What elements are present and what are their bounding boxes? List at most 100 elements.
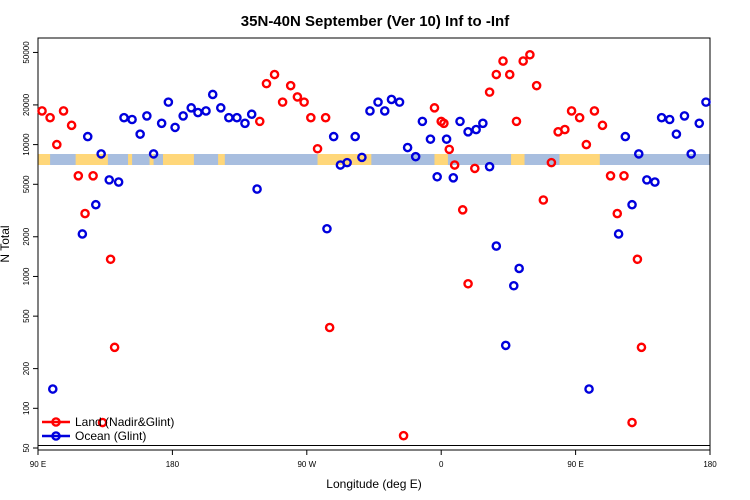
x-tick-label-2: 90 W bbox=[297, 460, 316, 469]
land-point-24 bbox=[429, 103, 440, 113]
land-point-7 bbox=[88, 170, 98, 181]
y-tick-label-7: 10000 bbox=[22, 133, 31, 156]
land-point-21 bbox=[324, 322, 335, 333]
ocean-point-41 bbox=[432, 171, 442, 182]
land-point-37 bbox=[525, 49, 535, 60]
ocean-point-44 bbox=[455, 116, 465, 127]
ocean-point-1 bbox=[77, 229, 88, 239]
land-point-43 bbox=[566, 106, 577, 116]
land-band-0 bbox=[38, 154, 51, 165]
y-tick-label-2: 200 bbox=[22, 361, 31, 375]
land-point-48 bbox=[605, 170, 616, 181]
ocean-point-40 bbox=[425, 134, 436, 144]
land-point-9 bbox=[105, 254, 116, 265]
land-point-35 bbox=[511, 116, 522, 127]
x-tick-label-0: 90 E bbox=[30, 460, 46, 469]
land-point-52 bbox=[632, 254, 643, 265]
ocean-point-56 bbox=[627, 199, 637, 210]
land-point-45 bbox=[581, 139, 592, 150]
ocean-point-49 bbox=[491, 241, 502, 251]
ocean-point-32 bbox=[365, 106, 375, 116]
ocean-point-66 bbox=[701, 97, 711, 107]
chart-title: 35N-40N September (Ver 10) Inf to -Inf bbox=[241, 13, 510, 30]
legend: Land (Nadir&Glint) Ocean (Glint) bbox=[42, 415, 174, 443]
ocean-point-57 bbox=[633, 149, 644, 159]
legend-marker-ocean bbox=[51, 431, 61, 441]
ocean-point-4 bbox=[96, 149, 106, 159]
ocean-point-17 bbox=[193, 107, 203, 118]
land-point-26 bbox=[444, 144, 455, 155]
land-point-31 bbox=[484, 87, 495, 97]
surface-type-strip bbox=[38, 154, 710, 165]
ocean-point-19 bbox=[207, 89, 218, 100]
land-point-30 bbox=[469, 163, 480, 174]
land-point-11 bbox=[254, 116, 265, 127]
land-point-12 bbox=[261, 78, 272, 89]
land-point-44 bbox=[574, 112, 585, 123]
ocean-point-33 bbox=[373, 97, 383, 107]
ocean-point-65 bbox=[694, 118, 705, 129]
ocean-point-26 bbox=[322, 223, 332, 234]
ocean-point-64 bbox=[686, 149, 696, 159]
y-axis-label: N Total bbox=[0, 225, 12, 262]
ocean-point-9 bbox=[135, 129, 145, 139]
land-point-13 bbox=[269, 69, 280, 80]
land-point-22 bbox=[398, 430, 409, 441]
ocean-point-22 bbox=[232, 112, 242, 123]
ocean-point-29 bbox=[342, 157, 352, 168]
ocean-point-13 bbox=[163, 97, 174, 107]
ocean-point-15 bbox=[178, 111, 188, 121]
land-point-40 bbox=[546, 157, 557, 168]
ocean-point-2 bbox=[82, 131, 93, 142]
legend-item-land: Land (Nadir&Glint) bbox=[42, 415, 174, 429]
land-point-39 bbox=[538, 195, 549, 205]
y-axis: 50 100 200 500 1000 2000 5000 10000 20000 50000 bbox=[22, 41, 38, 452]
x-axis-label: Longitude (deg E) bbox=[326, 477, 421, 491]
legend-label-ocean: Ocean (Glint) bbox=[75, 429, 146, 443]
land-point-29 bbox=[463, 278, 473, 289]
y-tick-label-5: 2000 bbox=[22, 227, 31, 245]
land-point-20 bbox=[320, 112, 331, 123]
ocean-point-51 bbox=[508, 280, 519, 291]
ocean-point-14 bbox=[170, 122, 180, 133]
ocean-point-8 bbox=[127, 114, 137, 125]
land-point-27 bbox=[449, 160, 460, 170]
ocean-point-55 bbox=[620, 131, 631, 142]
ocean-point-21 bbox=[224, 112, 234, 123]
land-point-0 bbox=[37, 106, 47, 116]
ocean-band bbox=[38, 154, 710, 165]
ocean-point-59 bbox=[650, 177, 660, 187]
ocean-point-24 bbox=[246, 109, 257, 120]
land-band-9 bbox=[559, 154, 600, 165]
land-point-25 bbox=[439, 118, 449, 129]
ocean-point-39 bbox=[417, 116, 428, 127]
land-point-16 bbox=[292, 92, 303, 102]
x-tick-label-4: 90 E bbox=[567, 460, 583, 469]
land-point-4 bbox=[66, 120, 77, 131]
ocean-point-10 bbox=[142, 111, 152, 121]
ocean-point-5 bbox=[104, 175, 115, 185]
land-band-7 bbox=[434, 154, 448, 165]
x-axis: 90 E 180 90 W 0 90 E 180 bbox=[30, 450, 717, 469]
ocean-point-37 bbox=[402, 142, 413, 153]
x-tick-label-3: 0 bbox=[439, 460, 444, 469]
land-point-10 bbox=[109, 342, 120, 353]
ocean-point-38 bbox=[410, 151, 421, 162]
ocean-point-47 bbox=[478, 118, 488, 129]
y-tick-label-1: 100 bbox=[22, 401, 31, 415]
series-land bbox=[37, 49, 647, 441]
legend-item-ocean: Ocean (Glint) bbox=[42, 429, 146, 443]
y-tick-label-3: 500 bbox=[22, 309, 31, 323]
land-point-33 bbox=[498, 56, 508, 66]
ocean-point-12 bbox=[156, 118, 167, 129]
ocean-point-52 bbox=[514, 263, 524, 274]
ocean-point-16 bbox=[186, 103, 197, 113]
x-tick-label-5: 180 bbox=[703, 460, 717, 469]
land-point-32 bbox=[491, 69, 502, 80]
ocean-point-63 bbox=[679, 111, 690, 121]
land-point-42 bbox=[560, 124, 570, 135]
ocean-point-20 bbox=[215, 103, 226, 113]
ocean-point-62 bbox=[671, 129, 682, 139]
land-point-18 bbox=[306, 112, 316, 123]
land-point-19 bbox=[312, 143, 323, 154]
